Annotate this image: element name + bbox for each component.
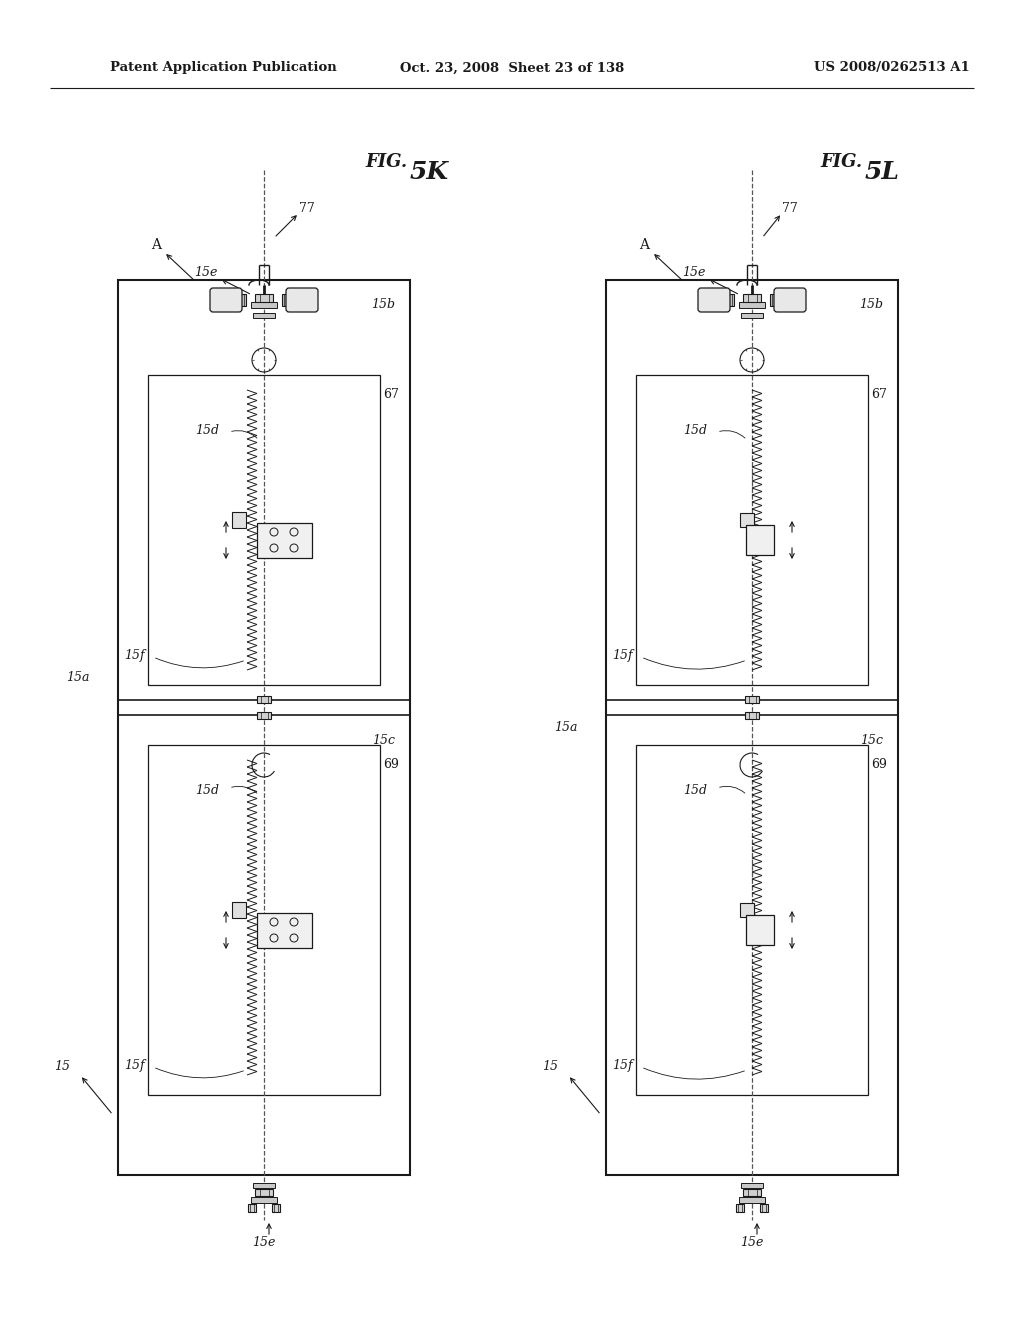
- Bar: [251, 1197, 278, 1203]
- Bar: [726, 294, 734, 306]
- Text: 5L: 5L: [865, 160, 900, 183]
- Bar: [118, 280, 410, 1175]
- Bar: [741, 1183, 763, 1188]
- FancyBboxPatch shape: [210, 288, 242, 312]
- Bar: [118, 280, 410, 700]
- Bar: [740, 513, 754, 527]
- Bar: [740, 903, 754, 917]
- Bar: [746, 525, 774, 554]
- Text: 15c: 15c: [860, 734, 883, 747]
- Text: 15b: 15b: [371, 298, 395, 312]
- Bar: [253, 1183, 275, 1188]
- Text: 15b: 15b: [859, 298, 883, 312]
- Bar: [248, 1204, 256, 1212]
- Bar: [606, 715, 898, 1175]
- Bar: [745, 696, 759, 704]
- Text: 15: 15: [54, 1060, 70, 1073]
- Bar: [743, 1188, 761, 1196]
- Bar: [256, 912, 311, 948]
- Text: 15c: 15c: [372, 734, 395, 747]
- Bar: [148, 375, 380, 685]
- Bar: [743, 294, 761, 302]
- Text: US 2008/0262513 A1: US 2008/0262513 A1: [814, 62, 970, 74]
- Bar: [253, 313, 275, 318]
- FancyBboxPatch shape: [774, 288, 806, 312]
- Text: 15f: 15f: [612, 648, 633, 661]
- Bar: [739, 302, 765, 308]
- Text: 15d: 15d: [683, 784, 707, 796]
- Bar: [257, 696, 271, 704]
- Text: 77: 77: [782, 202, 798, 214]
- FancyBboxPatch shape: [286, 288, 318, 312]
- Bar: [232, 512, 246, 528]
- Bar: [257, 711, 271, 719]
- Bar: [256, 523, 311, 557]
- Bar: [282, 294, 290, 306]
- Text: A: A: [639, 238, 649, 252]
- Bar: [255, 1188, 273, 1196]
- Text: 15f: 15f: [124, 1059, 145, 1072]
- Text: Patent Application Publication: Patent Application Publication: [110, 62, 337, 74]
- Bar: [760, 1204, 768, 1212]
- Text: 15d: 15d: [683, 424, 707, 437]
- Text: 15d: 15d: [195, 784, 219, 796]
- Bar: [255, 294, 273, 302]
- Text: 15e: 15e: [740, 1237, 764, 1250]
- Text: Oct. 23, 2008  Sheet 23 of 138: Oct. 23, 2008 Sheet 23 of 138: [400, 62, 624, 74]
- Text: 69: 69: [871, 759, 887, 771]
- Text: 15a: 15a: [555, 721, 578, 734]
- Bar: [770, 294, 778, 306]
- Text: 15f: 15f: [612, 1059, 633, 1072]
- FancyBboxPatch shape: [698, 288, 730, 312]
- Bar: [118, 715, 410, 1175]
- Bar: [606, 280, 898, 700]
- Bar: [739, 1197, 765, 1203]
- Text: 67: 67: [383, 388, 399, 401]
- Bar: [741, 313, 763, 318]
- Text: 15e: 15e: [195, 267, 218, 280]
- Text: 67: 67: [871, 388, 887, 401]
- Text: A: A: [151, 238, 161, 252]
- Bar: [232, 902, 246, 917]
- Bar: [736, 1204, 744, 1212]
- Bar: [238, 294, 246, 306]
- Text: 15e: 15e: [682, 267, 706, 280]
- Bar: [606, 280, 898, 1175]
- Bar: [272, 1204, 280, 1212]
- Text: 15e: 15e: [252, 1237, 275, 1250]
- Text: FIG.: FIG.: [365, 153, 408, 172]
- Bar: [745, 711, 759, 719]
- Text: 69: 69: [383, 759, 399, 771]
- Text: 15d: 15d: [195, 424, 219, 437]
- Text: 15: 15: [542, 1060, 558, 1073]
- Bar: [251, 302, 278, 308]
- Bar: [636, 375, 868, 685]
- Bar: [746, 915, 774, 945]
- Text: 77: 77: [299, 202, 314, 214]
- Text: 5K: 5K: [410, 160, 450, 183]
- Text: 15f: 15f: [124, 648, 145, 661]
- Text: FIG.: FIG.: [820, 153, 862, 172]
- Text: 15a: 15a: [67, 671, 90, 684]
- Bar: [148, 744, 380, 1096]
- Bar: [636, 744, 868, 1096]
